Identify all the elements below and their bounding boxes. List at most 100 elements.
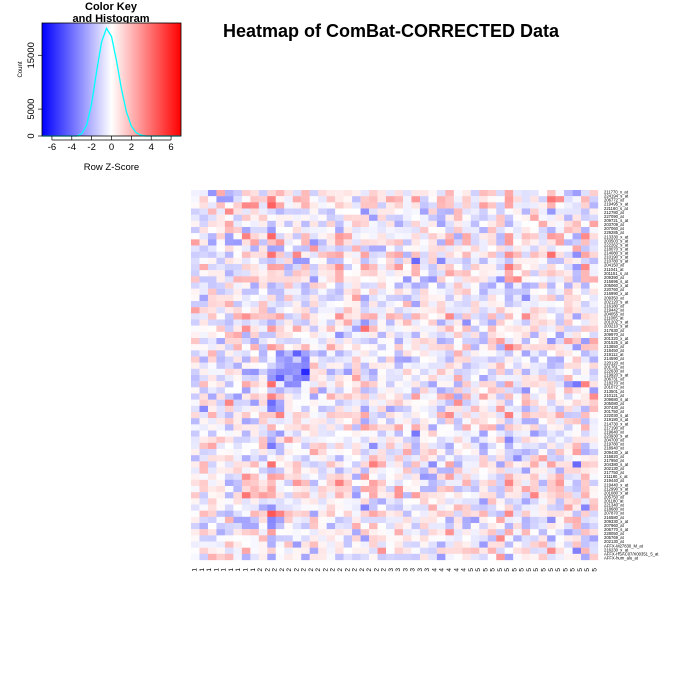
heatmap-cell: [513, 387, 522, 394]
heatmap-cell: [360, 319, 370, 326]
heatmap-cell: [470, 523, 480, 530]
heatmap-cell: [360, 344, 370, 351]
column-label: 2: [337, 568, 344, 572]
heatmap-cell: [496, 313, 505, 320]
row-label: 205080_at: [604, 401, 625, 406]
heatmap-cell: [241, 264, 251, 271]
heatmap-cell: [335, 461, 344, 468]
heatmap-cell: [233, 387, 243, 394]
heatmap-cell: [572, 523, 582, 530]
heatmap-cell: [250, 486, 259, 493]
heatmap-cell: [445, 227, 455, 234]
heatmap-cell: [504, 190, 514, 197]
column-label: 3: [395, 568, 402, 572]
heatmap-cell: [581, 245, 590, 252]
heatmap-cell: [326, 498, 336, 505]
heatmap-cell: [377, 294, 387, 302]
heatmap-cell: [199, 541, 209, 548]
heatmap-cell: [216, 430, 226, 437]
heatmap-cell: [402, 442, 412, 450]
heatmap-cell: [428, 436, 438, 443]
heatmap-cell: [589, 245, 599, 252]
heatmap-cell: [496, 430, 505, 437]
heatmap-cell: [411, 313, 421, 320]
heatmap-cell: [530, 516, 539, 524]
heatmap-cell: [589, 350, 599, 357]
heatmap-cell: [386, 535, 395, 542]
heatmap-cell: [301, 264, 310, 271]
heatmap-cell: [428, 504, 438, 511]
heatmap-cell: [411, 257, 421, 265]
heatmap-cell: [581, 331, 590, 339]
heatmap-cell: [521, 486, 531, 493]
heatmap-cell: [589, 473, 599, 480]
heatmap-cell: [250, 455, 259, 462]
heatmap-cell: [445, 202, 455, 209]
heatmap-cell: [284, 455, 293, 462]
heatmap-cell: [352, 516, 361, 524]
heatmap-cell: [436, 381, 446, 388]
heatmap-cell: [436, 331, 446, 339]
heatmap-cell: [191, 405, 200, 413]
heatmap-cell: [555, 362, 565, 369]
heatmap-cell: [504, 325, 514, 332]
heatmap-cell: [394, 196, 404, 203]
heatmap-cell: [521, 449, 531, 456]
heatmap-cell: [504, 264, 514, 271]
heatmap-cell: [547, 504, 556, 511]
heatmap-cell: [292, 276, 302, 283]
heatmap-cell: [335, 412, 344, 419]
heatmap-cell: [233, 276, 243, 283]
heatmap-cell: [250, 214, 259, 221]
heatmap-cell: [411, 251, 421, 258]
heatmap-cell: [581, 264, 590, 271]
heatmap-cell: [445, 430, 455, 437]
heatmap-cell: [470, 202, 480, 209]
heatmap-cell: [479, 270, 488, 277]
heatmap-cell: [369, 375, 378, 382]
heatmap-cell: [275, 257, 285, 265]
heatmap-cell: [377, 455, 387, 462]
heatmap-cell: [352, 245, 361, 252]
heatmap-cell: [453, 319, 463, 326]
heatmap-cell: [326, 467, 336, 474]
heatmap-cell: [352, 214, 361, 221]
heatmap-cell: [199, 294, 209, 302]
heatmap-cell: [572, 510, 582, 517]
heatmap-cell: [318, 202, 327, 209]
heatmap-cell: [199, 362, 209, 369]
heatmap-cell: [555, 510, 565, 517]
heatmap-cell: [207, 461, 217, 468]
heatmap-cell: [250, 208, 259, 215]
heatmap-cell: [402, 282, 412, 289]
heatmap-cell: [402, 220, 412, 228]
heatmap-cell: [292, 288, 302, 295]
heatmap-cell: [216, 523, 226, 530]
row-label: 209970_at: [604, 332, 625, 337]
heatmap-cell: [360, 430, 370, 437]
heatmap-cell: [572, 288, 582, 295]
heatmap-cell: [267, 479, 276, 487]
heatmap-cell: [572, 338, 582, 345]
heatmap-cell: [343, 220, 353, 228]
heatmap-cell: [352, 547, 361, 554]
heatmap-cell: [555, 479, 565, 487]
heatmap-cell: [267, 504, 276, 511]
heatmap-cell: [496, 338, 505, 345]
heatmap-cell: [504, 449, 514, 456]
heatmap-cell: [241, 510, 251, 517]
heatmap-cell: [360, 288, 370, 295]
heatmap-cell: [487, 202, 497, 209]
heatmap-cell: [419, 338, 429, 345]
heatmap-cell: [453, 498, 463, 505]
heatmap-cell: [216, 461, 226, 468]
heatmap-cell: [581, 313, 590, 320]
heatmap-cell: [513, 264, 522, 271]
heatmap-cell: [241, 461, 251, 468]
heatmap-cell: [369, 325, 378, 332]
heatmap-cell: [275, 498, 285, 505]
heatmap-cell: [402, 214, 412, 221]
column-label: 2: [315, 568, 322, 572]
heatmap-cell: [411, 412, 421, 419]
heatmap-cell: [377, 288, 387, 295]
